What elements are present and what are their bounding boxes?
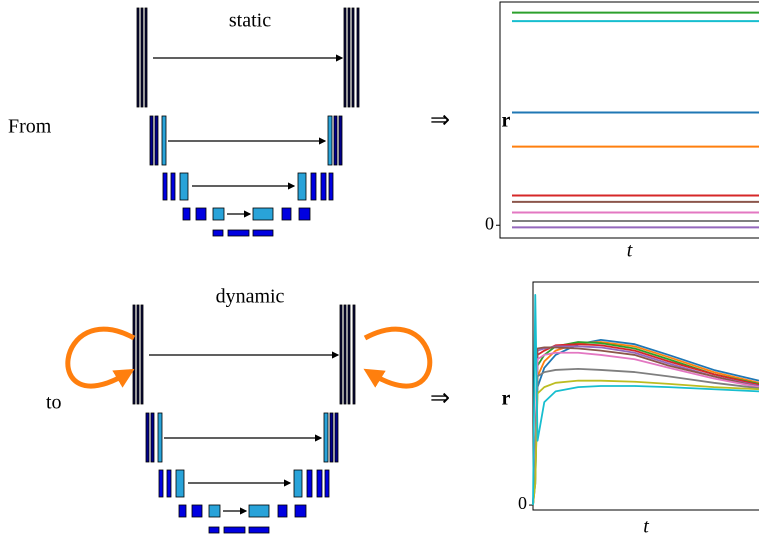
response-curve (533, 342, 759, 505)
layer-block (325, 470, 329, 497)
y-tick-label: 0 (518, 493, 527, 513)
layer-block (298, 173, 306, 200)
y-axis-label: r (502, 388, 511, 410)
layer-block (145, 8, 147, 107)
layer-block (141, 8, 143, 107)
layer-block (357, 8, 359, 107)
side-text: From (8, 116, 52, 138)
diagram-label: static (229, 10, 271, 32)
unet-diagrams (133, 8, 359, 533)
layer-block (179, 505, 186, 517)
recurrent-loop (68, 329, 134, 386)
layer-block (196, 208, 206, 220)
layer-block (339, 116, 342, 165)
layer-block (253, 230, 273, 236)
x-axis-label: t (627, 240, 633, 262)
layer-block (328, 116, 332, 165)
layer-block (213, 230, 223, 236)
layer-block (348, 305, 350, 404)
layer-block (167, 470, 171, 497)
response-curve (533, 381, 759, 505)
layer-block (141, 305, 143, 404)
layer-block (155, 116, 158, 165)
layer-block (158, 413, 162, 462)
diagram-label: dynamic (216, 286, 285, 308)
response-curve (533, 344, 759, 505)
y-axis-label: r (502, 110, 511, 132)
figure: static From ⇒ dynamic to ⇒ r t 0 r t 0 (0, 0, 759, 540)
layer-block (192, 505, 202, 517)
layer-block (171, 173, 175, 200)
layer-block (317, 470, 322, 497)
layer-block (162, 116, 166, 165)
layer-block (299, 208, 310, 220)
layer-block (344, 8, 346, 107)
layer-block (151, 413, 154, 462)
layer-block (344, 305, 346, 404)
layer-block (278, 505, 287, 517)
layer-block (253, 208, 273, 220)
layer-block (335, 413, 338, 462)
layer-block (348, 8, 350, 107)
layer-block (224, 527, 245, 533)
layer-block (295, 505, 306, 517)
layer-block (249, 527, 269, 533)
layer-block (334, 116, 337, 165)
layer-block (146, 413, 149, 462)
recurrent-loop (365, 329, 430, 386)
layer-block (329, 173, 333, 200)
response-curve (533, 347, 759, 505)
implies-arrow: ⇒ (430, 386, 450, 412)
layer-block (209, 527, 219, 533)
layer-block (209, 505, 220, 517)
layer-block (307, 470, 312, 497)
layer-block (176, 470, 184, 497)
layer-block (282, 208, 291, 220)
layer-block (321, 173, 326, 200)
layer-block (137, 8, 139, 107)
layer-block (311, 173, 316, 200)
layer-block (249, 505, 269, 517)
layer-block (324, 413, 328, 462)
layer-block (159, 470, 163, 497)
implies-arrow: ⇒ (430, 108, 450, 134)
layer-block (213, 208, 224, 220)
y-tick-label: 0 (485, 213, 494, 233)
layer-block (137, 305, 139, 404)
x-axis-label: t (643, 516, 649, 538)
layer-block (330, 413, 333, 462)
layer-block (150, 116, 153, 165)
plot-frame (533, 282, 759, 510)
layer-block (180, 173, 188, 200)
layer-block (228, 230, 249, 236)
layer-block (353, 305, 355, 404)
layer-block (294, 470, 302, 497)
layer-block (163, 173, 167, 200)
layer-block (340, 305, 342, 404)
side-text: to (46, 392, 62, 414)
response-curve (533, 340, 759, 505)
response-curve (533, 342, 759, 505)
response-curve (533, 295, 759, 505)
layer-block (183, 208, 190, 220)
layer-block (133, 305, 135, 404)
layer-block (352, 8, 354, 107)
